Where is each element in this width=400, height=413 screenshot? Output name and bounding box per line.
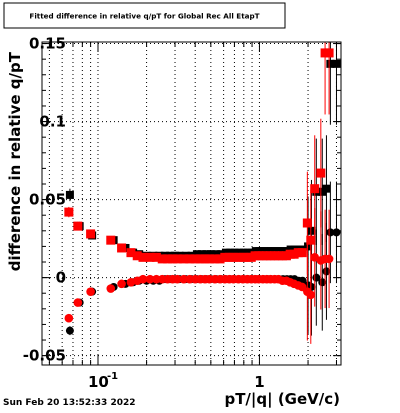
data-point-square [179,254,189,264]
data-point-square [226,248,235,257]
plot-frame [41,41,342,366]
data-point-square [192,250,201,259]
data-point-square [206,250,215,259]
data-point-square [204,254,214,264]
data-point-circle [322,267,331,276]
data-point-square [185,254,195,264]
data-point-circle [332,228,341,237]
x-tick-label-base: 10 [88,373,109,391]
data-point-square [73,221,83,231]
data-point-square [202,250,211,259]
data-point-circle [179,274,189,284]
data-point-square [306,235,316,245]
data-point-circle [173,274,182,284]
y-tick-label: -0.05 [23,347,66,365]
data-point-square [64,207,74,217]
data-point-square [172,254,182,264]
y-tick-label: 0 [56,269,66,287]
data-point-square [126,248,136,258]
data-point-circle [117,279,126,289]
chart-title: Fitted difference in relative q/pT for G… [29,12,259,21]
data-point-square [151,252,161,262]
grid-layer [42,42,341,365]
y-tick-label: 0.15 [29,35,66,53]
data-point-circle [106,284,116,293]
data-point-circle [86,287,95,296]
data-point-square [163,254,173,264]
data-point-square [157,254,167,264]
data-point-circle [324,254,334,264]
data-point-square [239,248,248,257]
data-point-square [212,250,221,259]
data-point-square [297,248,307,258]
data-point-circle [64,313,74,323]
data-point-square [117,243,127,253]
data-point-square [86,229,96,239]
data-point-circle [318,278,327,287]
data-point-square [138,252,148,262]
data-point-square [168,254,178,264]
data-point-square [316,168,326,178]
data-point-square [145,252,155,262]
date-stamp: Sun Feb 20 13:52:33 2022 [3,398,136,408]
data-point-square [106,235,116,245]
data-point-square [302,218,312,228]
data-point-square [332,59,341,68]
x-axis-title: pT/|q| (GeV/c) [224,390,340,409]
data-point-square [197,250,206,259]
data-point-square [318,187,327,196]
data-point-square [307,226,316,235]
data-marks-layer [64,42,341,344]
data-point-square [132,251,142,261]
data-point-square [195,254,205,264]
data-point-square [190,254,200,264]
data-point-square [235,248,244,257]
x-tick-label: 1 [254,373,264,391]
data-point-square [274,247,283,256]
ticks-layer [42,42,341,365]
data-point-circle [65,326,74,335]
data-point-circle [326,228,335,237]
data-point-square [215,254,225,264]
data-point-square [324,48,334,58]
x-tick-label-exponent: -1 [107,371,118,382]
y-axis-title: difference in relative q/pT [6,51,24,271]
data-point-square [267,247,276,256]
data-point-square [221,248,230,257]
data-point-square [210,254,220,264]
y-tick-label: 0.05 [29,191,66,209]
data-point-square [310,184,320,194]
data-point-circle [145,274,155,284]
data-point-square [244,248,253,257]
data-point-square [230,248,239,257]
data-point-square [322,184,331,193]
data-point-circle [73,298,83,307]
data-point-square [233,252,243,262]
data-point-square [255,247,264,256]
data-point-square [65,190,74,199]
y-tick-label: 0.1 [39,113,66,131]
data-point-circle [306,290,316,300]
title-box [3,2,286,29]
data-point-circle [138,274,148,284]
tick-labels-layer: -0.05 0 0.05 0.1 0.15 10-1 1 [23,35,265,391]
data-point-square [228,252,238,262]
data-point-square [326,59,335,68]
